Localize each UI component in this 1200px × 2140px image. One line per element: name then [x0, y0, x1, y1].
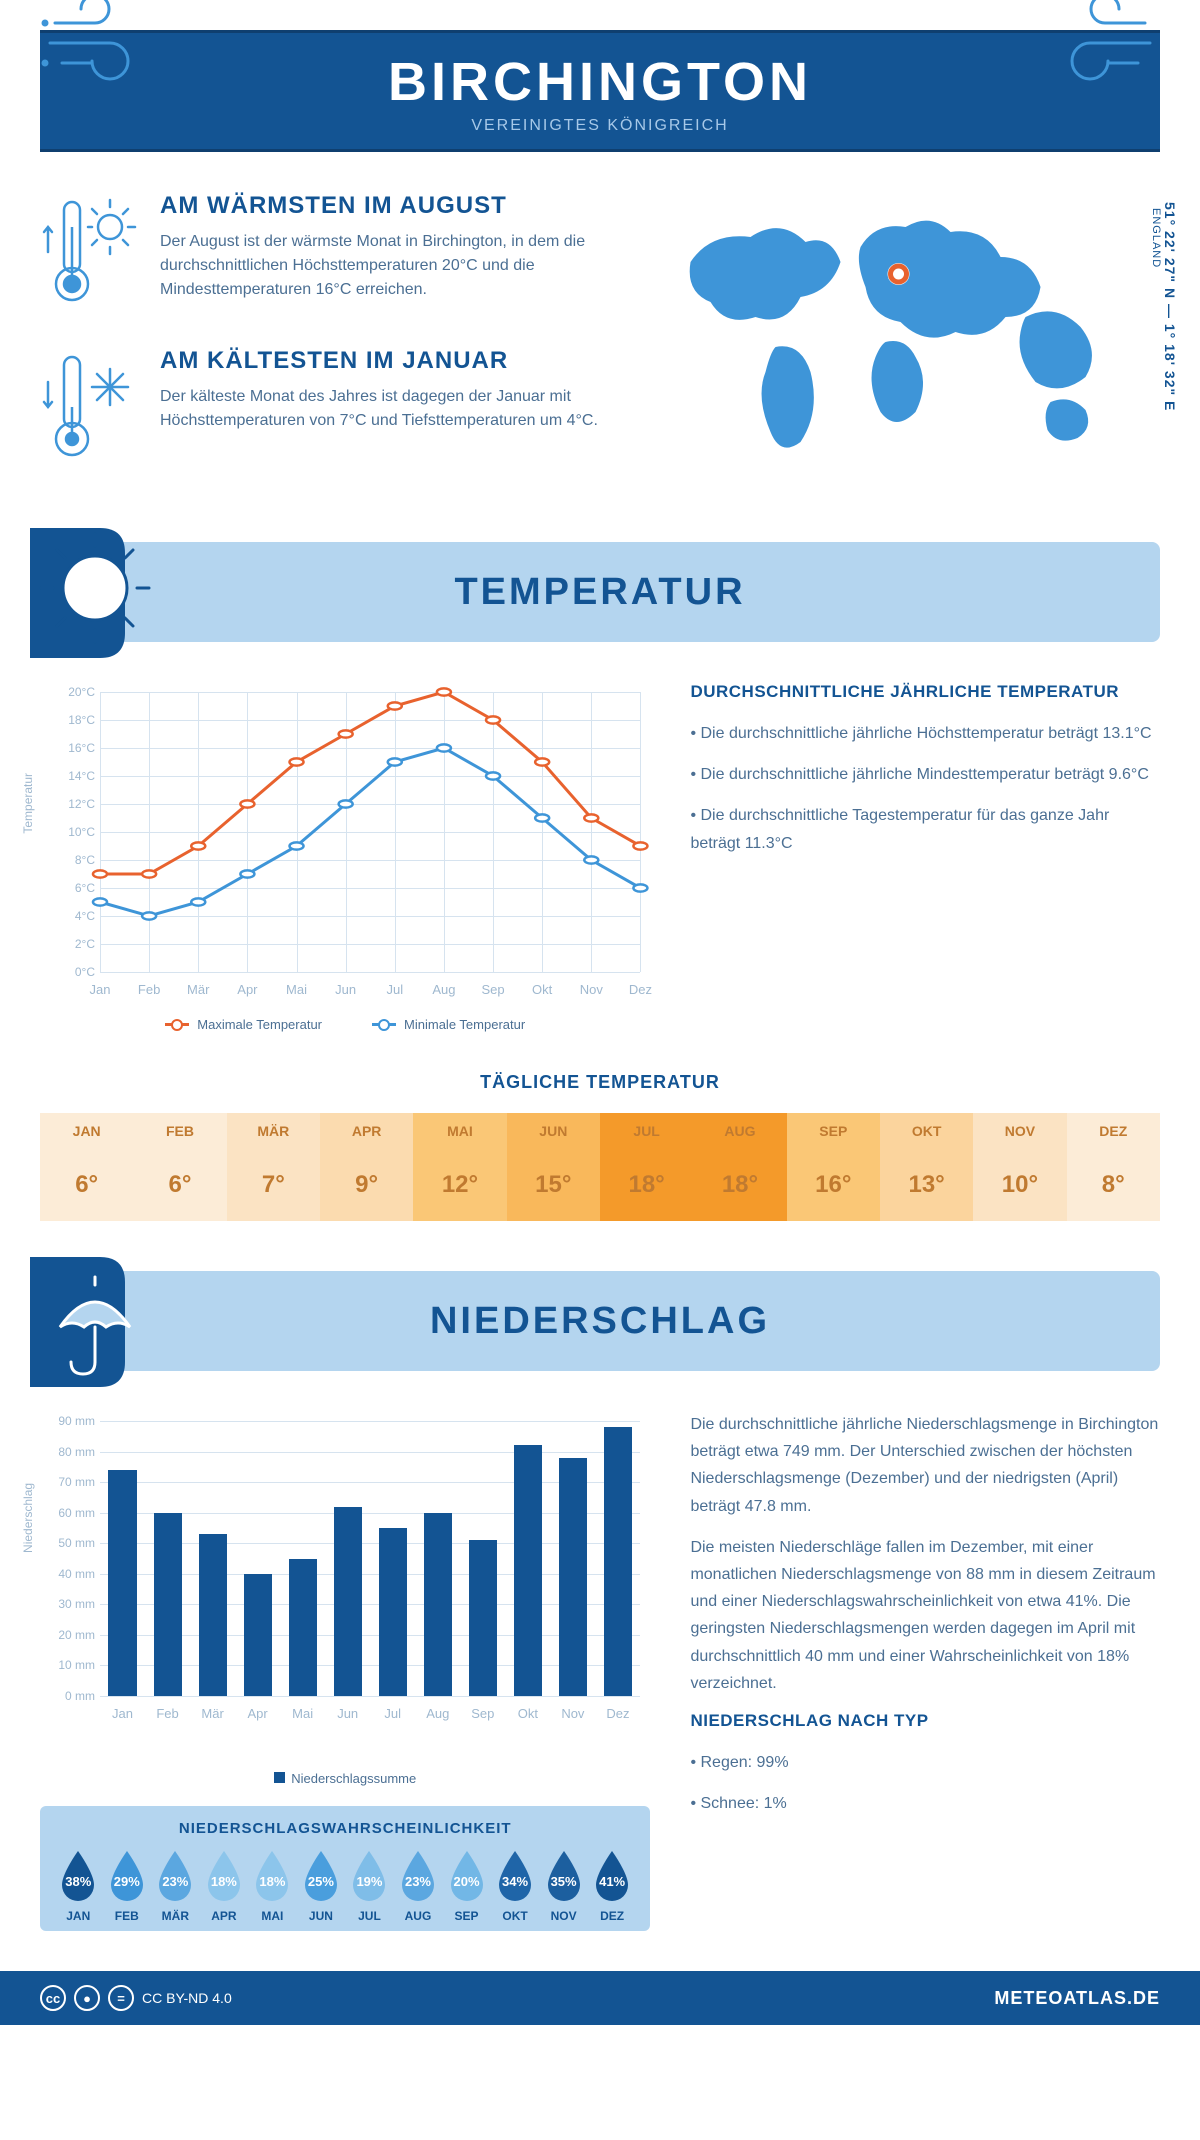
coldest-title: AM KÄLTESTEN IM JANUAR [160, 347, 611, 375]
page-container: BIRCHINGTON VEREINIGTES KÖNIGREICH [0, 0, 1200, 1931]
temperature-line-chart: Temperatur 0°C2°C4°C6°C8°C10°C12°C14°C16… [40, 682, 650, 1032]
precip-legend: Niederschlagssumme [40, 1771, 650, 1786]
header-band: BIRCHINGTON VEREINIGTES KÖNIGREICH [40, 30, 1160, 152]
precip-probability-box: NIEDERSCHLAGSWAHRSCHEINLICHKEIT 38%JAN29… [40, 1806, 650, 1931]
brand: METEOATLAS.DE [994, 1988, 1160, 2009]
umbrella-icon [30, 1257, 180, 1387]
wind-icon [40, 0, 170, 98]
coldest-fact: AM KÄLTESTEN IM JANUAR Der kälteste Mona… [40, 347, 611, 472]
coordinates: 51° 22' 27" N — 1° 18' 32" E ENGLAND [1150, 202, 1178, 411]
temp-legend: Maximale Temperatur Minimale Temperatur [40, 1017, 650, 1032]
world-map: 51° 22' 27" N — 1° 18' 32" E ENGLAND [641, 192, 1160, 502]
temp-info: DURCHSCHNITTLICHE JÄHRLICHE TEMPERATUR •… [690, 682, 1160, 1032]
license: cc ● = CC BY-ND 4.0 [40, 1985, 232, 2011]
daily-temp-table: JAN6°FEB6°MÄR7°APR9°MAI12°JUN15°JUL18°AU… [40, 1113, 1160, 1221]
warmest-text: Der August ist der wärmste Monat in Birc… [160, 230, 611, 302]
precip-banner: NIEDERSCHLAG [40, 1271, 1160, 1371]
footer: cc ● = CC BY-ND 4.0 METEOATLAS.DE [0, 1971, 1200, 2025]
warmest-fact: AM WÄRMSTEN IM AUGUST Der August ist der… [40, 192, 611, 317]
daily-temp-title: TÄGLICHE TEMPERATUR [40, 1072, 1160, 1093]
precip-section-title: NIEDERSCHLAG [40, 1300, 1160, 1343]
city-title: BIRCHINGTON [40, 51, 1160, 113]
warmest-title: AM WÄRMSTEN IM AUGUST [160, 192, 611, 220]
wind-icon [1030, 0, 1160, 98]
temp-banner: TEMPERATUR [40, 542, 1160, 642]
precipitation-bar-chart: Niederschlag 0 mm10 mm20 mm30 mm40 mm50 … [40, 1411, 650, 1751]
cc-by-icon: ● [74, 1985, 100, 2011]
thermometer-snow-icon [40, 347, 140, 472]
intro-row: AM WÄRMSTEN IM AUGUST Der August ist der… [40, 192, 1160, 502]
country-subtitle: VEREINIGTES KÖNIGREICH [40, 117, 1160, 135]
cc-nd-icon: = [108, 1985, 134, 2011]
coldest-text: Der kälteste Monat des Jahres ist dagege… [160, 385, 611, 433]
thermometer-sun-icon [40, 192, 140, 317]
temp-section-title: TEMPERATUR [40, 571, 1160, 614]
sun-icon [30, 528, 180, 658]
cc-icon: cc [40, 1985, 66, 2011]
precip-info: Die durchschnittliche jährliche Niedersc… [690, 1411, 1160, 1931]
